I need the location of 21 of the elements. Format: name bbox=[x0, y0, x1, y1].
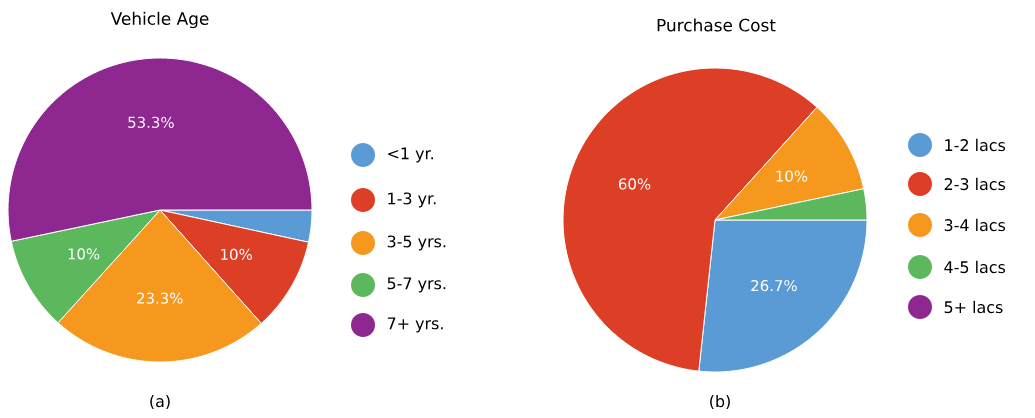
legend-label: 2-3 lacs bbox=[944, 177, 1006, 191]
legend-label: 4-5 lacs bbox=[944, 260, 1006, 274]
chart-title: Purchase Cost bbox=[657, 18, 776, 32]
legend-label: 7+ yrs. bbox=[387, 317, 443, 333]
data-label: 26.7% bbox=[751, 279, 797, 292]
legend-label: 1-3 yr. bbox=[388, 192, 436, 208]
data-label: 10% bbox=[776, 170, 808, 182]
data-label: 10% bbox=[68, 248, 100, 260]
legend-label: 5-7 yrs. bbox=[387, 277, 446, 293]
data-label: 10% bbox=[221, 248, 252, 261]
legend-label: 5+ lacs bbox=[944, 300, 1003, 314]
data-label: 23.3% bbox=[137, 292, 183, 304]
legend-label: <1 yr. bbox=[388, 147, 433, 163]
text: (a) bbox=[150, 394, 170, 410]
chart-title: Vehicle Age bbox=[110, 11, 209, 29]
data-label: 53.3% bbox=[128, 116, 174, 128]
data-label: 60% bbox=[618, 178, 651, 190]
legend-label: 3-5 yrs. bbox=[387, 235, 446, 251]
text: (b) bbox=[710, 394, 730, 410]
legend-label: 1-2 lacs bbox=[945, 138, 1006, 152]
legend-label: 3-4 lacs bbox=[944, 218, 1006, 232]
